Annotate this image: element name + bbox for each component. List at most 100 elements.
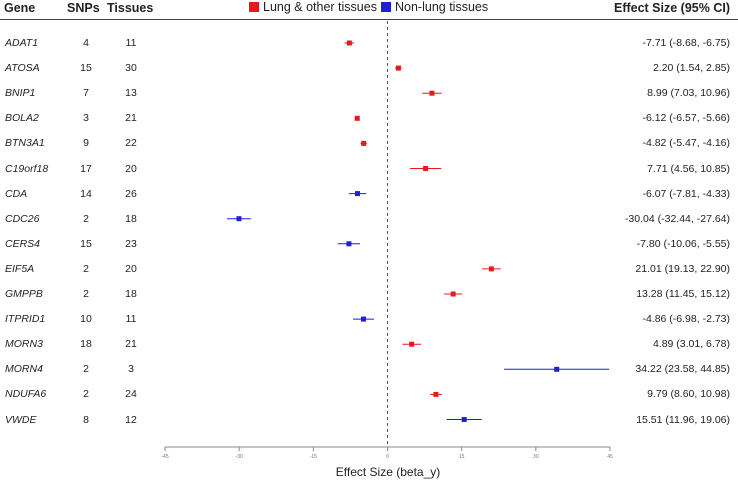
legend-swatch-lung (249, 2, 259, 12)
x-tick-label-6: 45 (607, 454, 613, 460)
effect-size-text: -4.86 (-6.98, -2.73) (642, 313, 730, 326)
effect-size-text: -4.82 (-5.47, -4.16) (642, 137, 730, 150)
tissue-count: 12 (125, 413, 137, 426)
snp-count: 8 (83, 413, 89, 426)
snp-count: 7 (83, 87, 89, 100)
snp-count: 18 (80, 338, 92, 351)
tissue-count: 18 (125, 288, 137, 300)
tissue-count: 21 (125, 338, 137, 351)
x-tick-label-0: -45 (161, 454, 168, 460)
point-estimate-MORN4 (554, 366, 560, 372)
effect-size-text: 34.22 (23.58, 44.85) (635, 363, 730, 376)
x-tick-label-5: 30 (533, 454, 539, 460)
x-tick-label-4: 15 (459, 454, 465, 460)
legend-item-lung: Lung & other tissues (249, 0, 377, 14)
point-estimate-BNIP1 (429, 90, 435, 96)
tissue-count: 23 (125, 237, 137, 250)
x-tick-label-2: -15 (310, 454, 317, 460)
snp-count: 15 (80, 237, 92, 250)
tissue-count: 22 (125, 137, 137, 150)
snp-count: 14 (80, 187, 92, 200)
point-estimate-MORN3 (409, 341, 415, 347)
point-estimate-VWDE (461, 417, 467, 422)
snp-count: 3 (83, 112, 89, 125)
point-estimate-BTN3A1 (361, 140, 367, 146)
effect-size-text: 13.28 (11.45, 15.12) (636, 288, 730, 300)
gene-name: CDA (5, 187, 28, 200)
point-estimate-CDC26 (236, 216, 242, 222)
point-estimate-GMPPB (450, 291, 456, 297)
gene-name: NDUFA6 (5, 388, 47, 401)
x-tick-label-1: -30 (236, 454, 243, 460)
tissue-count: 18 (125, 212, 137, 225)
snp-count: 2 (83, 288, 89, 300)
gene-name: CERS4 (5, 237, 41, 250)
gene-name: ADAT1 (5, 37, 39, 49)
point-estimate-ITPRID1 (360, 316, 366, 322)
snp-count: 17 (80, 162, 92, 175)
effect-size-text: 2.20 (1.54, 2.85) (652, 62, 730, 75)
effect-size-text: 9.79 (8.60, 10.98) (647, 388, 730, 401)
gene-name: BOLA2 (5, 112, 39, 125)
effect-size-text: 8.99 (7.03, 10.96) (647, 87, 730, 100)
x-axis-label: Effect Size (beta_y) (335, 465, 441, 479)
snp-count: 15 (80, 62, 92, 75)
tissue-count: 21 (125, 112, 137, 125)
header-effect-size: Effect Size (95% CI) (613, 1, 730, 15)
legend-swatch-nonlung (381, 2, 391, 12)
tissue-count: 30 (125, 62, 137, 75)
effect-size-text: 7.71 (4.56, 10.85) (647, 162, 730, 175)
gene-name: ATOSA (5, 62, 40, 75)
effect-size-text: 4.89 (3.01, 6.78) (652, 338, 730, 351)
point-estimate-EIF5A (488, 266, 494, 272)
tissue-count: 11 (125, 37, 137, 49)
legend-label-lung: Lung & other tissues (263, 0, 377, 14)
header-snps: SNPs (67, 1, 100, 15)
effect-size-text: 15.51 (11.96, 19.06) (636, 413, 730, 426)
point-estimate-ADAT1 (346, 40, 352, 46)
gene-name: BNIP1 (5, 87, 36, 100)
tissue-count: 24 (125, 388, 137, 401)
effect-size-text: -7.80 (-10.06, -5.55) (636, 237, 730, 250)
snp-count: 4 (83, 37, 89, 49)
point-estimate-BOLA2 (354, 115, 360, 121)
effect-size-text: -6.07 (-7.81, -4.33) (642, 187, 730, 200)
legend-label-nonlung: Non-lung tissues (395, 0, 489, 14)
header-divider (0, 19, 738, 20)
effect-size-text: -30.04 (-32.44, -27.64) (624, 212, 730, 225)
tissue-count: 20 (125, 262, 137, 275)
snp-count: 10 (80, 313, 92, 326)
gene-name: EIF5A (5, 262, 35, 275)
gene-name: GMPPB (5, 288, 43, 300)
gene-name: ITPRID1 (5, 313, 46, 326)
tissue-count: 11 (125, 313, 137, 326)
effect-size-text: -7.71 (-8.68, -6.75) (642, 37, 730, 49)
snp-count: 2 (83, 212, 89, 225)
snp-count: 2 (83, 388, 89, 401)
gene-name: CDC26 (5, 212, 40, 225)
point-estimate-ATOSA (395, 65, 401, 71)
header-tissues: Tissues (107, 1, 154, 15)
point-estimate-C19orf18 (423, 166, 429, 171)
gene-name: MORN4 (5, 363, 43, 376)
tissue-count: 3 (128, 363, 134, 376)
point-estimate-NDUFA6 (433, 391, 439, 397)
snp-count: 9 (83, 137, 89, 150)
x-tick-label-3: 0 (386, 454, 389, 460)
snp-count: 2 (83, 262, 89, 275)
gene-name: MORN3 (5, 338, 43, 351)
tissue-count: 13 (125, 87, 137, 100)
gene-name: C19orf18 (5, 162, 49, 175)
gene-name: BTN3A1 (5, 137, 45, 150)
tissue-count: 26 (125, 187, 137, 200)
point-estimate-CDA (354, 191, 360, 197)
header-gene: Gene (4, 1, 36, 15)
tissue-count: 20 (125, 162, 137, 175)
effect-size-text: -6.12 (-6.57, -5.66) (642, 112, 730, 125)
effect-size-text: 21.01 (19.13, 22.90) (635, 262, 730, 275)
gene-name: VWDE (5, 413, 37, 426)
legend-item-nonlung: Non-lung tissues (381, 0, 488, 14)
snp-count: 2 (83, 363, 89, 376)
point-estimate-CERS4 (346, 241, 352, 247)
